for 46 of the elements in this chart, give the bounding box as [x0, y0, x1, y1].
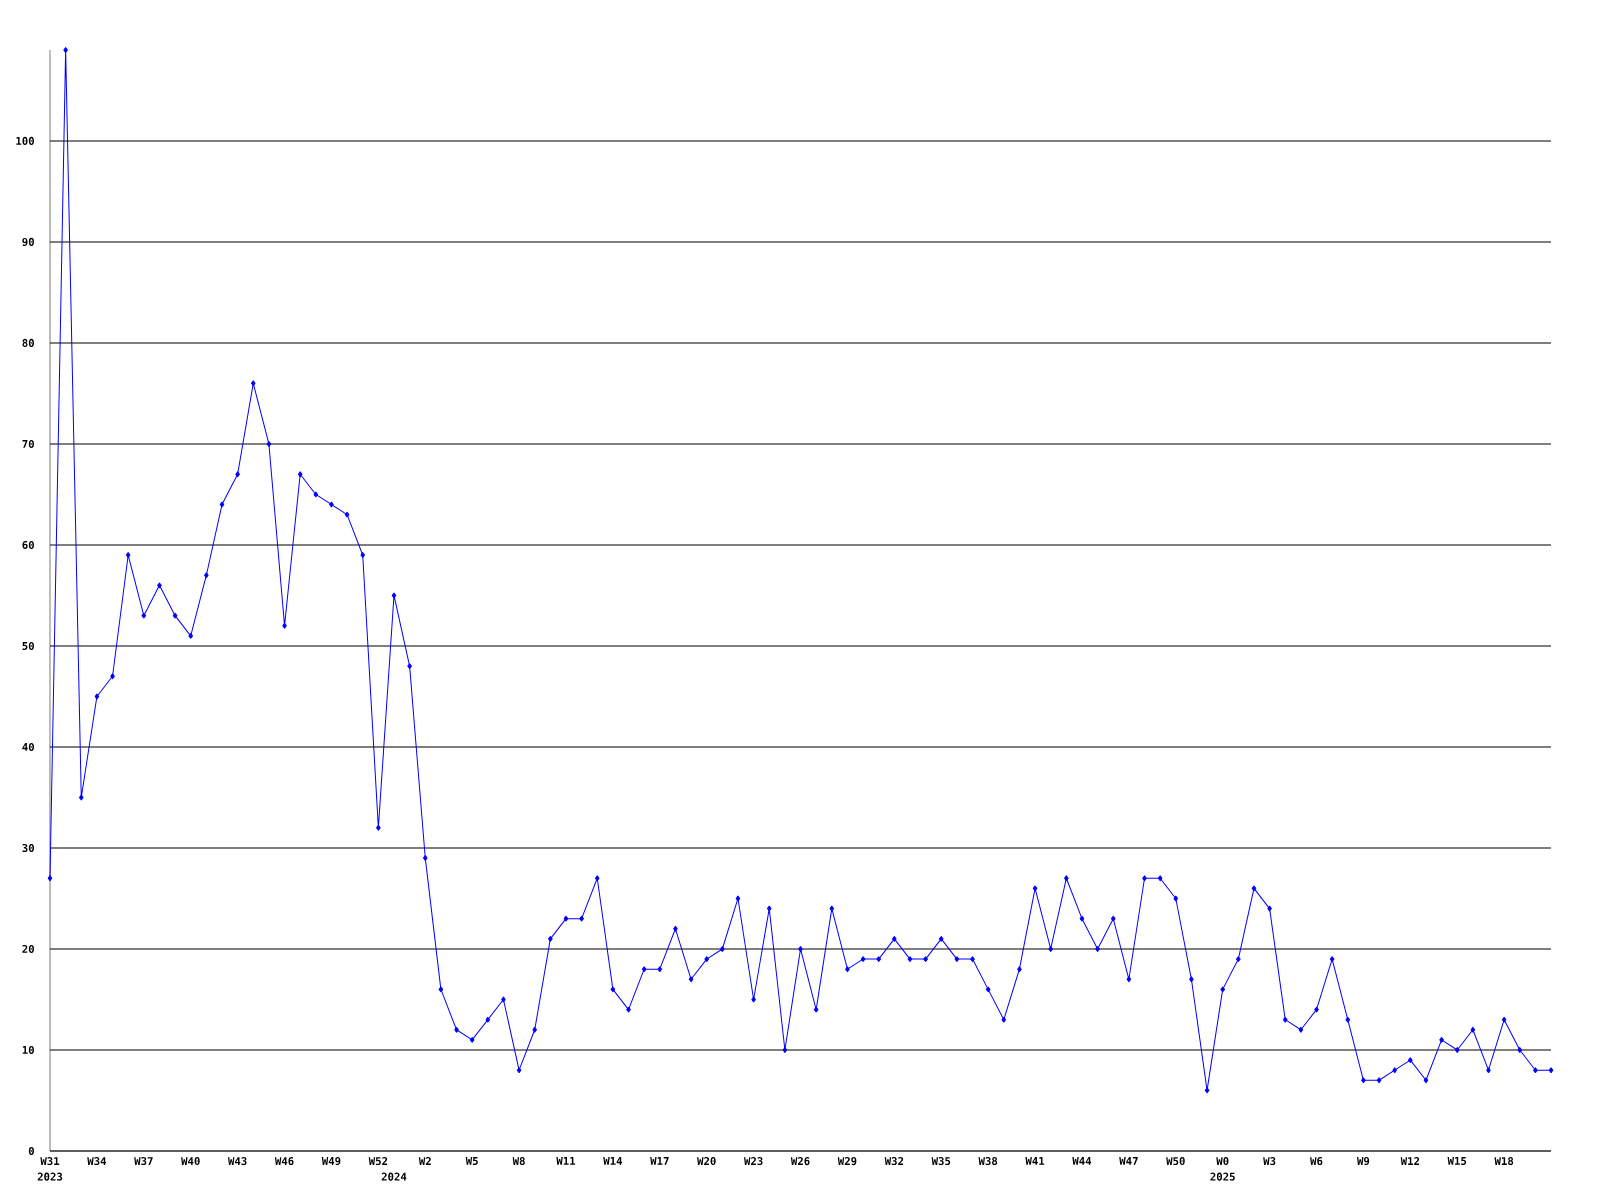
x-tick-label: W0 [1216, 1157, 1229, 1166]
x-tick-label: W17 [650, 1157, 669, 1165]
x-tick-label: W52 [368, 1157, 388, 1166]
x-tick-label: W31 [40, 1157, 60, 1166]
x-tick-label: W40 [181, 1157, 200, 1166]
x-tick-label: W26 [790, 1157, 810, 1166]
x-tick-label: W3 [1263, 1157, 1276, 1166]
x-tick-label: W34 [87, 1157, 107, 1166]
y-tick-label: 20 [22, 944, 34, 954]
x-tick-label: W35 [931, 1157, 951, 1166]
x-tick-label: W15 [1447, 1157, 1467, 1165]
x-tick-label: W38 [978, 1157, 998, 1166]
y-tick-label: 70 [22, 439, 34, 448]
text: 2025 [1210, 1172, 1235, 1181]
x-tick-label: W5 [465, 1157, 478, 1165]
x-tick-label: W44 [1072, 1157, 1092, 1165]
x-tick-label: W8 [512, 1157, 525, 1166]
x-tick-label: W2 [418, 1157, 431, 1165]
x-tick-label: W49 [321, 1157, 341, 1166]
x-tick-label: W18 [1494, 1157, 1514, 1166]
x-tick-label: W20 [697, 1157, 716, 1166]
x-tick-label: W50 [1166, 1157, 1185, 1166]
x-tick-label: W6 [1310, 1157, 1323, 1166]
y-tick-label: 50 [22, 641, 34, 650]
y-tick-label: 10 [22, 1045, 34, 1055]
y-tick-label: 0 [28, 1146, 34, 1156]
x-tick-label: W43 [228, 1157, 247, 1166]
x-tick-label: W29 [837, 1157, 857, 1166]
text: 2024 [381, 1172, 407, 1181]
y-tick-label: 100 [16, 136, 34, 145]
x-tick-label: W23 [743, 1157, 763, 1166]
x-tick-label: W14 [603, 1157, 623, 1165]
x-tick-label: W9 [1357, 1157, 1370, 1166]
y-tick-label: 90 [22, 237, 34, 246]
x-tick-label: W12 [1400, 1157, 1420, 1165]
text: 2023 [37, 1172, 63, 1181]
x-tick-label: W11 [556, 1157, 576, 1165]
y-tick-label: 80 [22, 338, 34, 347]
y-tick-label: 30 [22, 843, 34, 852]
x-tick-label: W32 [884, 1157, 904, 1166]
y-tick-label: 40 [22, 742, 34, 751]
x-tick-label: W41 [1025, 1157, 1045, 1165]
x-tick-label: W47 [1119, 1157, 1138, 1165]
y-tick-label: 60 [22, 540, 34, 549]
x-tick-label: W46 [274, 1157, 294, 1166]
x-tick-label: W37 [134, 1157, 153, 1166]
